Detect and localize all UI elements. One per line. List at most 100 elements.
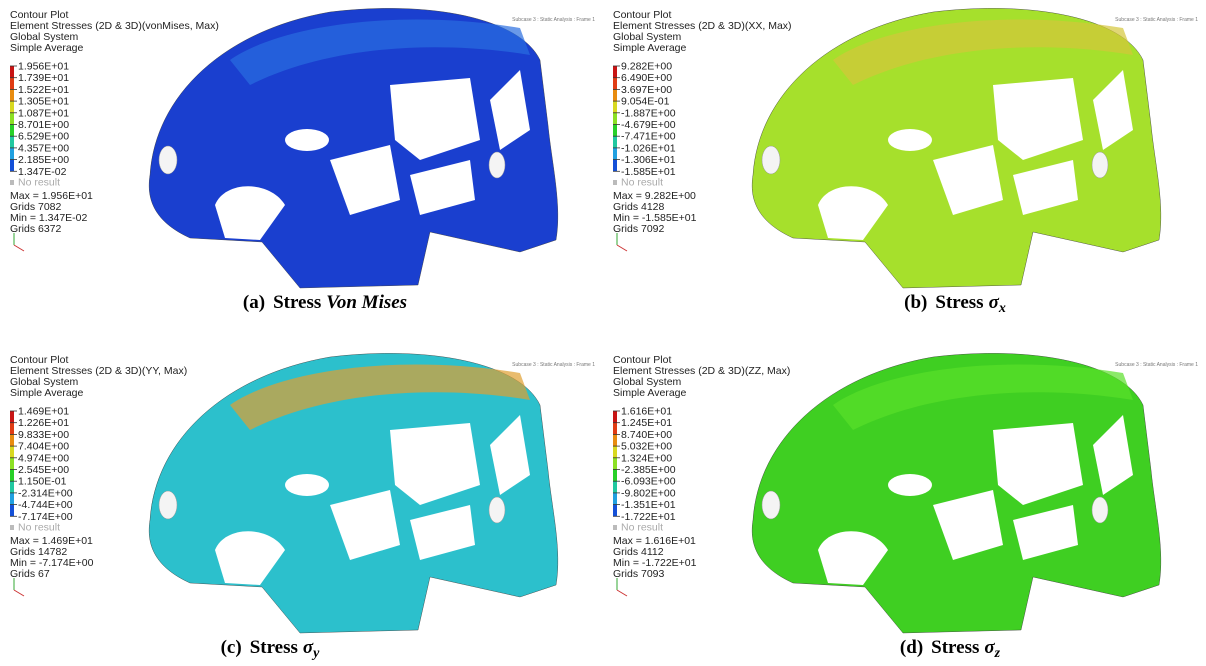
colorbar-segment [613, 411, 617, 423]
legend-label: -7.471E+00 [621, 131, 676, 143]
summary-text: Grids 6372 [10, 223, 62, 235]
summary-text: Grids 67 [10, 568, 50, 580]
hole [761, 490, 781, 520]
triad-axis [616, 244, 628, 252]
legend-label: 1.245E+01 [621, 417, 672, 429]
legend-label: -7.174E+00 [18, 511, 73, 523]
triad-axis [13, 589, 25, 597]
colorbar-segment [10, 469, 14, 482]
no-result-swatch [10, 525, 14, 530]
cutout [285, 474, 329, 496]
model-band [833, 364, 1133, 430]
colorbar-segment [613, 469, 617, 482]
caption-symbol: σ [989, 292, 1000, 313]
colorbar-segment [10, 411, 14, 423]
legend-label: -4.679E+00 [621, 119, 676, 131]
cutout [490, 415, 530, 495]
cutout [215, 186, 285, 240]
header-text: Contour Plot [10, 354, 68, 366]
colorbar-segment [613, 147, 617, 160]
triad-axis [616, 589, 628, 597]
caption: (b) Stress σx [904, 292, 1006, 316]
subcase-text: Subcase 3 : Static Analysis : Frame 1 [1115, 362, 1198, 368]
cutout [993, 423, 1083, 505]
subcase-text: Subcase 3 : Static Analysis : Frame 1 [512, 362, 595, 368]
colorbar-segment [613, 124, 617, 137]
summary-text: Max = 1.956E+01 [10, 190, 93, 202]
legend-label: 6.490E+00 [621, 72, 672, 84]
header-text: Global System [10, 376, 79, 388]
legend-label: 8.701E+00 [18, 119, 69, 131]
colorbar-segment [613, 504, 617, 517]
hole [158, 490, 178, 520]
colorbar-segment [10, 159, 14, 172]
colorbar-segment [10, 457, 14, 470]
hole [1091, 496, 1109, 524]
legend-label: -2.385E+00 [621, 464, 676, 476]
colorbar-segment [613, 77, 617, 90]
header-text: Contour Plot [613, 9, 671, 21]
no-result-label: No result [621, 522, 663, 534]
legend-label: 1.739E+01 [18, 72, 69, 84]
legend-label: 8.740E+00 [621, 429, 672, 441]
hole [1091, 151, 1109, 179]
legend-label: -1.306E+01 [621, 154, 676, 166]
legend-label: -4.744E+00 [18, 499, 73, 511]
cutout [330, 145, 400, 215]
cutout [818, 186, 888, 240]
colorbar-segment [613, 492, 617, 505]
header-text: Element Stresses (2D & 3D)(YY, Max) [10, 365, 187, 377]
colorbar-segment [10, 504, 14, 517]
legend-label: 1.616E+01 [621, 406, 672, 418]
no-result-label: No result [18, 177, 60, 189]
header-text: Element Stresses (2D & 3D)(XX, Max) [613, 20, 792, 32]
cutout [1013, 505, 1078, 560]
colorbar-segment [10, 492, 14, 505]
legend-label: -9.802E+00 [621, 487, 676, 499]
model-band [833, 19, 1133, 86]
cutout [1013, 160, 1078, 215]
colorbar-segment [10, 434, 14, 447]
colorbar-segment [10, 66, 14, 78]
legend-label: 1.522E+01 [18, 84, 69, 96]
legend-label: -1.026E+01 [621, 142, 676, 154]
legend-label: 9.282E+00 [621, 61, 672, 73]
legend-label: -1.585E+01 [621, 166, 676, 178]
header-text: Contour Plot [613, 354, 671, 366]
header-text: Simple Average [613, 42, 687, 54]
summary-text: Max = 9.282E+00 [613, 190, 696, 202]
model-band [230, 364, 530, 430]
colorbar-segment [10, 77, 14, 90]
colorbar-segment [10, 136, 14, 148]
legend-label: 1.469E+01 [18, 406, 69, 418]
colorbar-segment [10, 481, 14, 493]
legend-label: 4.974E+00 [18, 452, 69, 464]
legend-label: 3.697E+00 [621, 84, 672, 96]
summary-text: Min = 1.347E-02 [10, 212, 88, 224]
caption-subscript: z [994, 646, 1001, 661]
cutout [818, 531, 888, 585]
cutout [888, 129, 932, 151]
no-result-label: No result [621, 177, 663, 189]
cutout [410, 160, 475, 215]
colorbar-segment [613, 481, 617, 493]
no-result-swatch [613, 180, 617, 185]
caption-text: Stress [273, 292, 321, 313]
hole [488, 496, 506, 524]
cutout [1093, 70, 1133, 150]
colorbar-segment [10, 446, 14, 458]
caption-label: (b) [904, 292, 927, 313]
colorbar-segment [10, 89, 14, 102]
legend-label: 5.032E+00 [621, 441, 672, 453]
colorbar-segment [613, 446, 617, 458]
legend-label: 1.956E+01 [18, 61, 69, 73]
model-band [230, 19, 530, 86]
header-text: Global System [613, 376, 682, 388]
cutout [410, 505, 475, 560]
legend-label: 1.087E+01 [18, 107, 69, 119]
colorbar-segment [613, 66, 617, 78]
header-text: Element Stresses (2D & 3D)(ZZ, Max) [613, 365, 790, 377]
